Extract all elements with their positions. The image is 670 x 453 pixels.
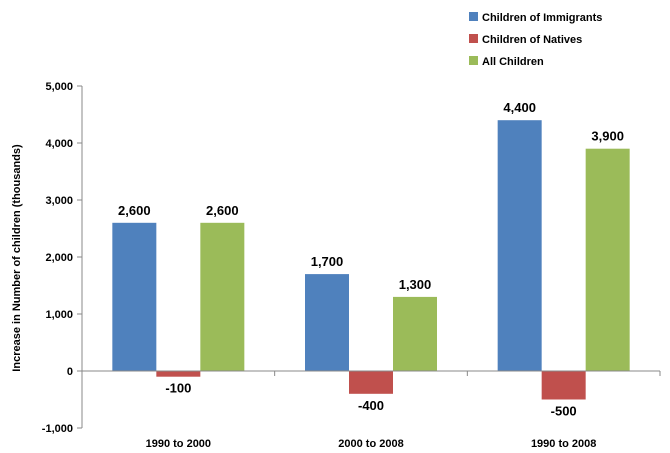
bar <box>349 371 393 394</box>
bar <box>112 222 157 371</box>
y-tick-label: -1,000 <box>42 423 73 435</box>
y-tick-label: 1,000 <box>45 309 73 321</box>
legend-label: All Children <box>482 56 544 68</box>
category-label: 2000 to 2008 <box>338 438 403 450</box>
y-tick-label: 5,000 <box>45 81 73 93</box>
data-label: -400 <box>358 398 384 413</box>
x-axis: 1990 to 2000 2000 to 2008 1990 to 2008 <box>81 370 661 450</box>
bar <box>541 371 586 400</box>
category-label: 1990 to 2000 <box>146 438 211 450</box>
bars: 2,600 -100 2,600 1,700 -400 1,300 4,400 -500 3,9… <box>112 100 630 419</box>
y-tick-label: 2,000 <box>45 252 73 264</box>
y-axis: -1,000 0 1,000 2,000 3,000 4,000 5,000 <box>42 81 83 435</box>
y-tick-label: 3,000 <box>45 195 73 207</box>
bar <box>497 120 542 371</box>
legend-swatch <box>469 12 478 21</box>
legend-label: Children of Natives <box>482 34 582 46</box>
bar <box>393 296 437 371</box>
bar <box>200 222 245 371</box>
legend-swatch <box>469 56 478 65</box>
bar <box>156 371 201 377</box>
data-label: 3,900 <box>591 129 624 144</box>
legend: Children of Immigrants Children of Native… <box>469 12 602 68</box>
y-tick-label: 4,000 <box>45 138 73 150</box>
data-label: 2,600 <box>206 203 239 218</box>
data-label: -100 <box>165 381 191 396</box>
data-label: 1,700 <box>311 254 344 269</box>
data-label: 4,400 <box>503 100 536 115</box>
bar <box>585 148 630 371</box>
legend-label: Children of Immigrants <box>482 12 602 24</box>
bar <box>305 274 349 371</box>
y-axis-title: Increase in Number of children (thousand… <box>11 144 23 372</box>
legend-swatch <box>469 34 478 43</box>
y-tick-label: 0 <box>67 366 73 378</box>
data-label: 2,600 <box>118 203 151 218</box>
data-label: 1,300 <box>399 277 432 292</box>
data-label: -500 <box>551 404 577 419</box>
category-label: 1990 to 2008 <box>531 438 596 450</box>
